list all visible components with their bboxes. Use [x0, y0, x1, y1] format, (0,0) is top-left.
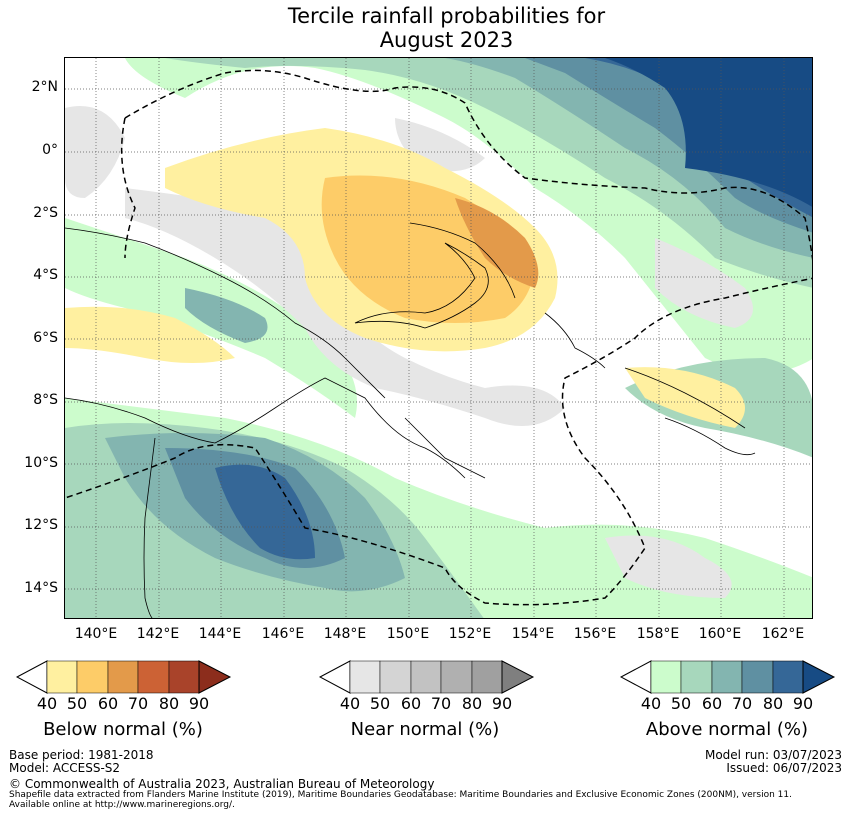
lat-label: 14°S [24, 580, 58, 596]
below-colorbar [16, 660, 232, 694]
tick: 90 [792, 694, 814, 713]
tick: 80 [762, 694, 784, 713]
tick: 70 [430, 694, 452, 713]
lat-label: 6°S [33, 330, 58, 346]
map-svg [65, 58, 812, 618]
near-region-center [125, 188, 565, 426]
new-britain [354, 242, 489, 329]
below-swatch [168, 660, 200, 694]
near-colorbar-label: Near normal (%) [350, 719, 500, 740]
lon-label: 154°E [511, 626, 555, 642]
base-period: Base period: 1981-2018 [9, 748, 154, 762]
lon-label: 140°E [74, 626, 118, 642]
tick: 50 [369, 694, 391, 713]
tick: 90 [491, 694, 513, 713]
above-swatch [741, 660, 774, 694]
near-swatch [440, 660, 473, 694]
title-line-2: August 2023 [379, 28, 514, 52]
tick: 60 [701, 694, 723, 713]
lon-label: 156°E [573, 626, 617, 642]
below-swatch [137, 660, 170, 694]
model-name: Model: ACCESS-S2 [9, 761, 121, 775]
title-line-1: Tercile rainfall probabilities for [287, 4, 606, 28]
lon-label: 160°E [698, 626, 742, 642]
below-swatch [46, 660, 78, 694]
tick: 80 [158, 694, 180, 713]
tick: 70 [731, 694, 753, 713]
tick: 50 [66, 694, 88, 713]
lat-label: 0° [42, 142, 58, 158]
tick: 40 [36, 694, 58, 713]
above-region-sw-80 [215, 464, 315, 560]
lat-label: 10°S [24, 455, 58, 471]
lon-label: 148°E [323, 626, 367, 642]
gridlines [65, 58, 812, 618]
lon-label: 150°E [386, 626, 430, 642]
lon-label: 144°E [198, 626, 242, 642]
below-swatch [76, 660, 109, 694]
below-region-west [65, 306, 235, 363]
eez-boundary [65, 69, 812, 606]
below-min-extend [16, 660, 48, 694]
lon-label: 142°E [136, 626, 180, 642]
above-region-ne-90 [605, 58, 812, 207]
near-swatch [379, 660, 412, 694]
above-swatch [711, 660, 743, 694]
new-guinea-south-coast [65, 377, 466, 479]
tick: 40 [339, 694, 361, 713]
below-swatch [107, 660, 139, 694]
coastlines [65, 222, 756, 618]
above-colorbar [620, 660, 836, 694]
lon-label: 152°E [448, 626, 492, 642]
above-swatch [772, 660, 804, 694]
issued-date: Issued: 06/07/2023 [726, 761, 842, 775]
near-min-extend [319, 660, 351, 694]
below-region-east [625, 367, 745, 428]
near-swatch [410, 660, 442, 694]
above-max-extend [802, 660, 836, 694]
rainfall-map [64, 57, 813, 619]
tick: 70 [127, 694, 149, 713]
above-min-extend [620, 660, 652, 694]
lon-label: 162°E [761, 626, 805, 642]
above-swatch [680, 660, 713, 694]
solomon-islands [624, 367, 756, 456]
lat-label: 12°S [24, 517, 58, 533]
shapefile-url: Available online at http://www.marinereg… [9, 800, 235, 810]
lat-label: 2°S [33, 205, 58, 221]
tick: 60 [400, 694, 422, 713]
tick: 60 [97, 694, 119, 713]
tick: 40 [640, 694, 662, 713]
above-swatch [650, 660, 682, 694]
lat-label: 2°N [31, 79, 58, 95]
near-region-east [655, 238, 753, 328]
lat-label: 8°S [33, 392, 58, 408]
near-swatch [471, 660, 503, 694]
copyright: © Commonwealth of Australia 2023, Austra… [9, 777, 435, 791]
bougainville [544, 312, 606, 369]
tick: 90 [188, 694, 210, 713]
lon-label: 158°E [636, 626, 680, 642]
near-colorbar [319, 660, 535, 694]
near-max-extend [501, 660, 535, 694]
lon-label: 146°E [261, 626, 305, 642]
tick: 80 [461, 694, 483, 713]
below-max-extend [198, 660, 232, 694]
near-region-se [605, 535, 732, 598]
model-run: Model run: 03/07/2023 [704, 748, 842, 762]
near-swatch [349, 660, 381, 694]
shapefile-credit: Shapefile data extracted from Flanders M… [9, 790, 792, 800]
chart-title: Tercile rainfall probabilities for Augus… [0, 4, 850, 52]
new-guinea-north-coast [65, 227, 386, 399]
above-colorbar-label: Above normal (%) [645, 719, 809, 740]
below-region-60 [455, 198, 539, 288]
below-colorbar-label: Below normal (%) [43, 719, 203, 740]
above-region-west-60 [185, 288, 268, 343]
lat-label: 4°S [33, 267, 58, 283]
cape-york [143, 437, 156, 618]
islands-east [404, 417, 486, 479]
tick: 50 [670, 694, 692, 713]
new-ireland [409, 222, 516, 299]
